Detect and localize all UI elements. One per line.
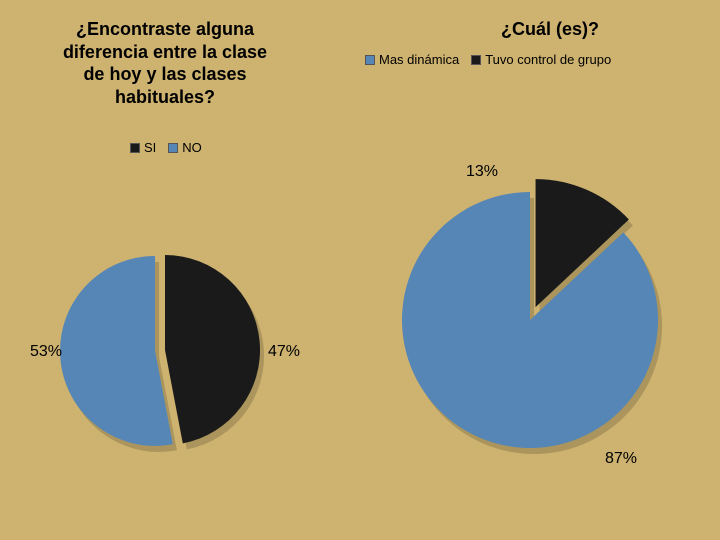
legend-item: Mas dinámica [365, 52, 459, 67]
legend-swatch-control [471, 55, 481, 65]
legend-swatch-dinamica [365, 55, 375, 65]
legend-label: Mas dinámica [379, 52, 459, 67]
chart2-title: ¿Cuál (es)? [460, 18, 640, 41]
legend-item: NO [168, 140, 202, 155]
legend-label: Tuvo control de grupo [485, 52, 611, 67]
legend-swatch-si [130, 143, 140, 153]
chart2-pie [372, 162, 688, 478]
chart1-slice-label-47: 47% [268, 343, 300, 361]
chart2-slice-label-13: 13% [466, 163, 498, 181]
legend-label: SI [144, 140, 156, 155]
chart1-title: ¿Encontraste alguna diferencia entre la … [55, 18, 275, 108]
chart2-slice-label-87: 87% [605, 450, 637, 468]
chart1-legend: SI NO [130, 140, 202, 155]
chart1-slice-label-53: 53% [30, 343, 62, 361]
legend-swatch-no [168, 143, 178, 153]
chart1-pie [40, 225, 290, 475]
pie-slice [165, 255, 260, 443]
legend-item: SI [130, 140, 156, 155]
legend-item: Tuvo control de grupo [471, 52, 611, 67]
chart2-legend: Mas dinámica Tuvo control de grupo [365, 52, 611, 67]
legend-label: NO [182, 140, 202, 155]
